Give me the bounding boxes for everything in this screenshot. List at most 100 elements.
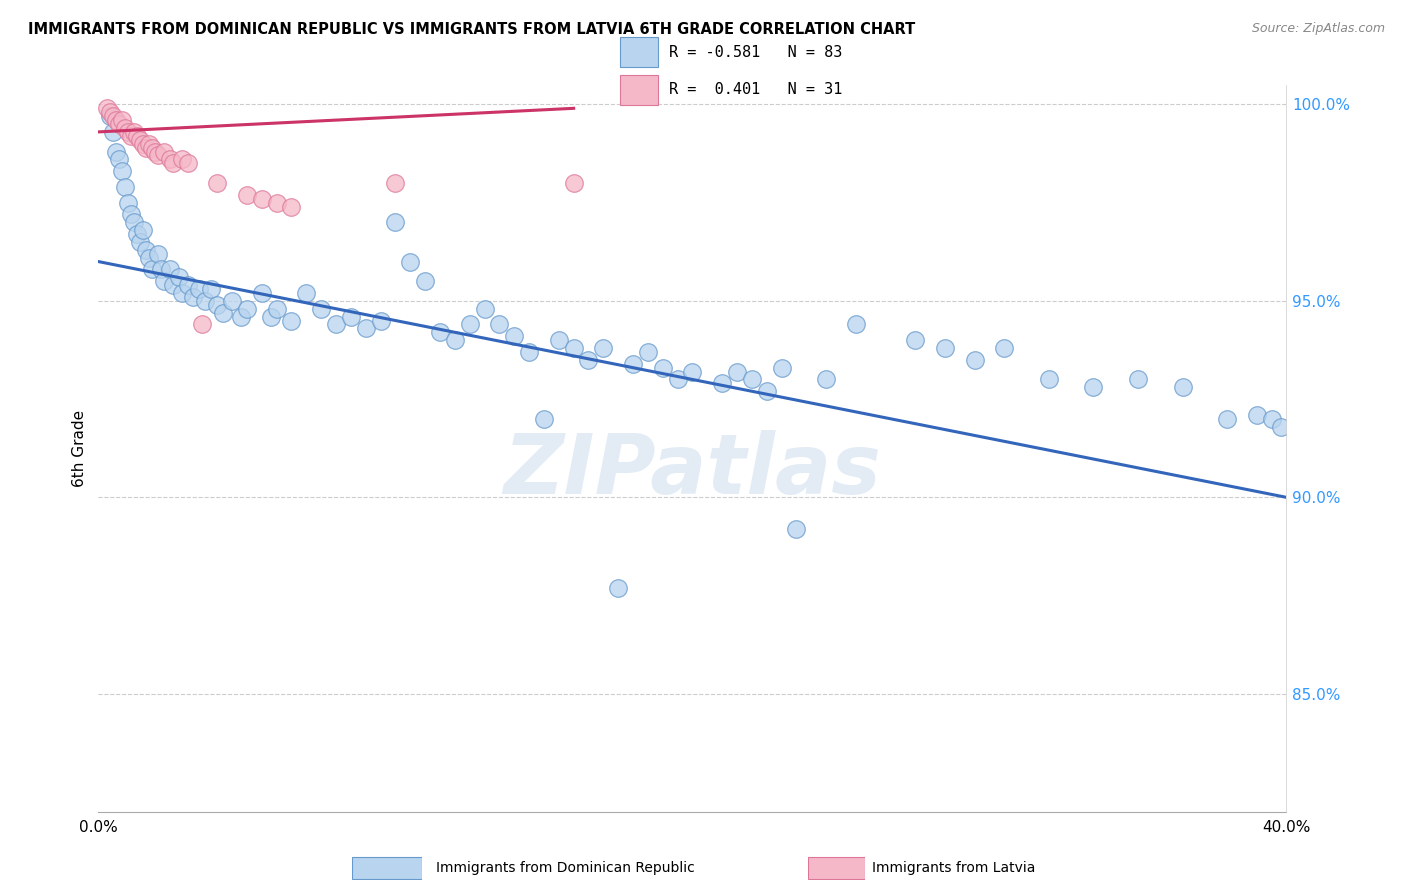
Point <box>103 125 125 139</box>
Point <box>221 293 243 308</box>
Point <box>755 384 778 399</box>
Point <box>503 329 526 343</box>
Point <box>200 282 222 296</box>
Point <box>845 318 868 332</box>
Point <box>340 310 363 324</box>
Point <box>120 128 142 143</box>
Text: Immigrants from Dominican Republic: Immigrants from Dominican Republic <box>436 861 695 875</box>
Point <box>120 207 142 221</box>
Point <box>770 360 793 375</box>
Point <box>384 215 406 229</box>
Point <box>108 117 131 131</box>
Point <box>562 176 585 190</box>
Point <box>443 333 465 347</box>
Point <box>592 341 614 355</box>
Point <box>429 326 451 340</box>
Point <box>183 290 205 304</box>
Point <box>229 310 252 324</box>
Text: Source: ZipAtlas.com: Source: ZipAtlas.com <box>1251 22 1385 36</box>
Text: R = -0.581   N = 83: R = -0.581 N = 83 <box>669 45 842 60</box>
Point <box>125 227 148 241</box>
Point <box>1270 419 1292 434</box>
Point <box>666 372 689 386</box>
Point <box>125 128 148 143</box>
Point <box>111 164 134 178</box>
Point <box>578 352 600 367</box>
Point <box>651 360 673 375</box>
Point <box>132 223 155 237</box>
Point <box>993 341 1015 355</box>
Point <box>159 262 181 277</box>
Point <box>384 176 406 190</box>
Point <box>517 345 540 359</box>
Point <box>105 145 128 159</box>
Point <box>176 156 198 170</box>
Point <box>146 246 169 260</box>
Point <box>250 285 273 300</box>
Point <box>295 285 318 300</box>
Point <box>266 195 288 210</box>
Point <box>785 522 807 536</box>
Point <box>741 372 763 386</box>
Point <box>170 153 193 167</box>
Point <box>129 235 152 249</box>
Point <box>188 282 211 296</box>
Point <box>325 318 347 332</box>
Point <box>141 262 163 277</box>
Point <box>1038 372 1060 386</box>
Point <box>904 333 927 347</box>
Point <box>236 187 259 202</box>
Point <box>117 195 139 210</box>
Point <box>280 200 302 214</box>
Point <box>105 113 128 128</box>
Point <box>354 321 377 335</box>
Point <box>149 262 172 277</box>
Point <box>159 153 181 167</box>
Point <box>1246 408 1268 422</box>
Point <box>547 333 569 347</box>
Point <box>963 352 986 367</box>
Point <box>108 153 131 167</box>
Point <box>621 357 644 371</box>
Point <box>250 192 273 206</box>
Point <box>207 176 229 190</box>
Text: R =  0.401   N = 31: R = 0.401 N = 31 <box>669 82 842 97</box>
Point <box>141 140 163 154</box>
Point <box>474 301 496 316</box>
Point <box>260 310 283 324</box>
Point <box>129 133 152 147</box>
Point <box>815 372 838 386</box>
Point <box>458 318 481 332</box>
Point <box>170 285 193 300</box>
Point <box>725 365 748 379</box>
Point <box>637 345 659 359</box>
Point <box>103 109 125 123</box>
Point <box>162 156 184 170</box>
Point <box>152 274 174 288</box>
Point <box>98 105 121 120</box>
Point <box>138 251 160 265</box>
Point <box>98 109 121 123</box>
Text: Immigrants from Latvia: Immigrants from Latvia <box>872 861 1035 875</box>
Point <box>146 148 169 162</box>
Point <box>122 125 145 139</box>
Point <box>114 180 136 194</box>
Point <box>682 365 704 379</box>
Point <box>562 341 585 355</box>
Point <box>413 274 436 288</box>
Point <box>135 140 157 154</box>
Point <box>135 243 157 257</box>
Point <box>309 301 332 316</box>
Point <box>194 293 217 308</box>
Y-axis label: 6th Grade: 6th Grade <box>72 409 87 487</box>
Point <box>370 313 392 327</box>
Point <box>236 301 259 316</box>
Point <box>1083 380 1105 394</box>
Point <box>114 120 136 135</box>
Point <box>533 411 555 425</box>
Point <box>1171 380 1194 394</box>
Point <box>96 101 118 115</box>
Point <box>399 254 422 268</box>
Point <box>711 376 734 391</box>
Point <box>152 145 174 159</box>
